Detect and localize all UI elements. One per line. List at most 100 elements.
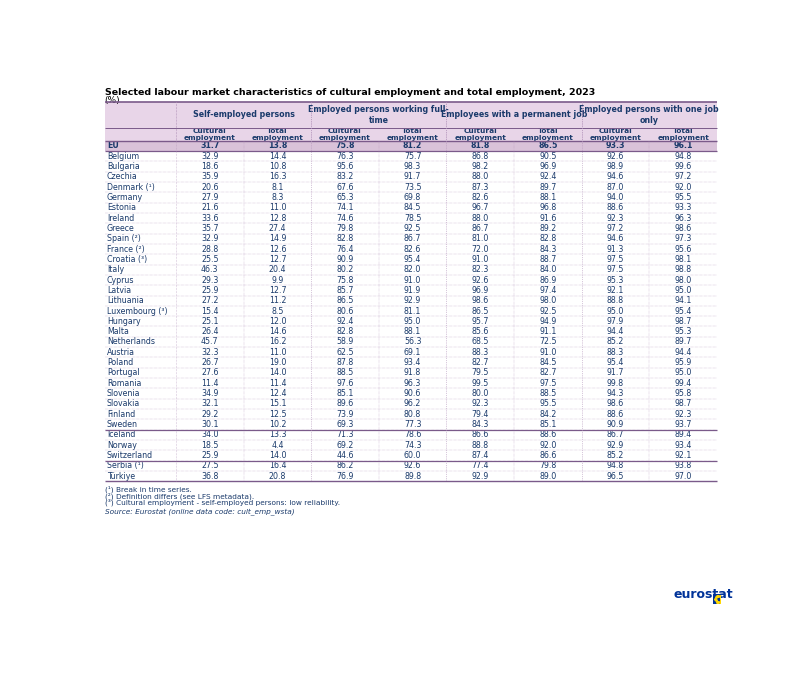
Text: 32.3: 32.3 [201, 348, 218, 357]
Bar [105, 429, 717, 440]
Text: 82.0: 82.0 [404, 265, 422, 274]
Text: 98.7: 98.7 [674, 317, 692, 326]
Text: 72.0: 72.0 [471, 245, 489, 254]
Text: 86.7: 86.7 [606, 430, 624, 439]
Text: 89.0: 89.0 [539, 471, 557, 480]
Text: 29.2: 29.2 [201, 410, 218, 418]
Text: 88.5: 88.5 [539, 389, 557, 398]
Text: Source: Eurostat (online data code: cult_emp_wsta): Source: Eurostat (online data code: cult… [105, 508, 294, 514]
Text: 94.8: 94.8 [674, 152, 692, 161]
Text: 19.0: 19.0 [269, 358, 286, 367]
Text: Switzerland: Switzerland [107, 451, 153, 460]
Bar [105, 378, 717, 388]
Text: 91.3: 91.3 [606, 245, 624, 254]
Text: 96.9: 96.9 [472, 286, 489, 295]
Text: 95.4: 95.4 [674, 307, 692, 316]
Text: 88.3: 88.3 [607, 348, 624, 357]
Text: 96.1: 96.1 [674, 141, 693, 150]
Text: Netherlands: Netherlands [107, 338, 155, 346]
Text: 79.4: 79.4 [471, 410, 489, 418]
Text: 74.1: 74.1 [336, 203, 354, 213]
Text: 68.5: 68.5 [471, 338, 489, 346]
Text: Employees with a permanent job: Employees with a permanent job [441, 110, 587, 119]
Text: 95.0: 95.0 [674, 368, 692, 377]
Text: Denmark (¹): Denmark (¹) [107, 182, 154, 192]
Text: 75.8: 75.8 [336, 276, 354, 285]
Text: 92.3: 92.3 [606, 214, 624, 223]
Text: 88.8: 88.8 [607, 296, 624, 305]
Text: 96.2: 96.2 [404, 399, 422, 408]
Text: 77.3: 77.3 [404, 420, 422, 429]
Text: 89.7: 89.7 [674, 338, 692, 346]
Text: Portugal: Portugal [107, 368, 139, 377]
Text: 98.3: 98.3 [404, 162, 422, 171]
Text: 92.5: 92.5 [539, 307, 557, 316]
Text: 81.8: 81.8 [470, 141, 490, 150]
Text: Iceland: Iceland [107, 430, 135, 439]
Text: (³) Cultural employment - self-employed persons: low reliability.: (³) Cultural employment - self-employed … [105, 499, 340, 506]
Text: 98.8: 98.8 [674, 265, 692, 274]
Text: 35.7: 35.7 [201, 224, 218, 233]
Text: 78.5: 78.5 [404, 214, 422, 223]
Text: 67.6: 67.6 [336, 182, 354, 192]
Text: 97.9: 97.9 [607, 317, 624, 326]
Text: 95.0: 95.0 [606, 307, 624, 316]
Text: 88.3: 88.3 [472, 348, 489, 357]
Text: 92.4: 92.4 [336, 317, 354, 326]
Text: Germany: Germany [107, 193, 143, 202]
Bar [105, 306, 717, 316]
Bar [105, 255, 717, 265]
Text: 85.6: 85.6 [471, 327, 489, 336]
Text: Serbia (¹): Serbia (¹) [107, 461, 144, 470]
Text: 95.3: 95.3 [606, 276, 624, 285]
Text: 97.6: 97.6 [336, 379, 354, 388]
Text: 73.9: 73.9 [336, 410, 354, 418]
Text: 27.2: 27.2 [201, 296, 218, 305]
Text: 92.9: 92.9 [607, 440, 624, 449]
Text: 87.3: 87.3 [471, 182, 489, 192]
Text: 93.4: 93.4 [404, 358, 422, 367]
Text: 79.8: 79.8 [539, 461, 557, 470]
Text: 73.5: 73.5 [404, 182, 422, 192]
Bar [105, 244, 717, 255]
Text: 10.8: 10.8 [269, 162, 286, 171]
Text: 92.1: 92.1 [674, 451, 692, 460]
Text: 94.4: 94.4 [606, 327, 624, 336]
Text: Norway: Norway [107, 440, 137, 449]
Text: 98.0: 98.0 [674, 276, 692, 285]
Text: 95.0: 95.0 [404, 317, 422, 326]
Text: 16.4: 16.4 [269, 461, 286, 470]
Text: 86.7: 86.7 [471, 224, 489, 233]
Bar [105, 460, 717, 471]
Text: 88.6: 88.6 [607, 410, 624, 418]
Text: 86.2: 86.2 [336, 461, 354, 470]
Text: 74.6: 74.6 [336, 214, 354, 223]
Text: 32.1: 32.1 [201, 399, 218, 408]
Text: 10.2: 10.2 [269, 420, 286, 429]
Text: 91.1: 91.1 [539, 327, 557, 336]
Text: 90.9: 90.9 [607, 420, 624, 429]
Text: 82.3: 82.3 [471, 265, 489, 274]
Text: 92.6: 92.6 [404, 461, 422, 470]
Text: 93.3: 93.3 [606, 141, 626, 150]
Text: 94.0: 94.0 [606, 193, 624, 202]
Text: 95.4: 95.4 [606, 358, 624, 367]
Text: 93.7: 93.7 [674, 420, 692, 429]
Text: 82.8: 82.8 [336, 235, 354, 244]
Text: 97.0: 97.0 [674, 471, 692, 480]
Text: Cultural
employment: Cultural employment [184, 128, 236, 141]
Text: 81.0: 81.0 [471, 235, 489, 244]
Text: 34.9: 34.9 [201, 389, 218, 398]
Bar [105, 213, 717, 224]
Bar [105, 388, 717, 399]
Text: 91.7: 91.7 [404, 172, 422, 181]
Text: 89.2: 89.2 [539, 224, 557, 233]
Text: 12.8: 12.8 [269, 214, 286, 223]
Text: 91.8: 91.8 [404, 368, 422, 377]
Text: 83.2: 83.2 [336, 172, 354, 181]
Text: Romania: Romania [107, 379, 142, 388]
Text: 95.4: 95.4 [404, 255, 422, 264]
Text: 29.3: 29.3 [201, 276, 218, 285]
Text: 79.5: 79.5 [471, 368, 489, 377]
Text: 97.3: 97.3 [674, 235, 692, 244]
